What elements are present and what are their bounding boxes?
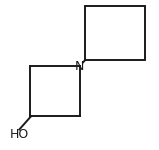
Text: HO: HO xyxy=(10,128,29,141)
Text: N: N xyxy=(75,60,84,73)
